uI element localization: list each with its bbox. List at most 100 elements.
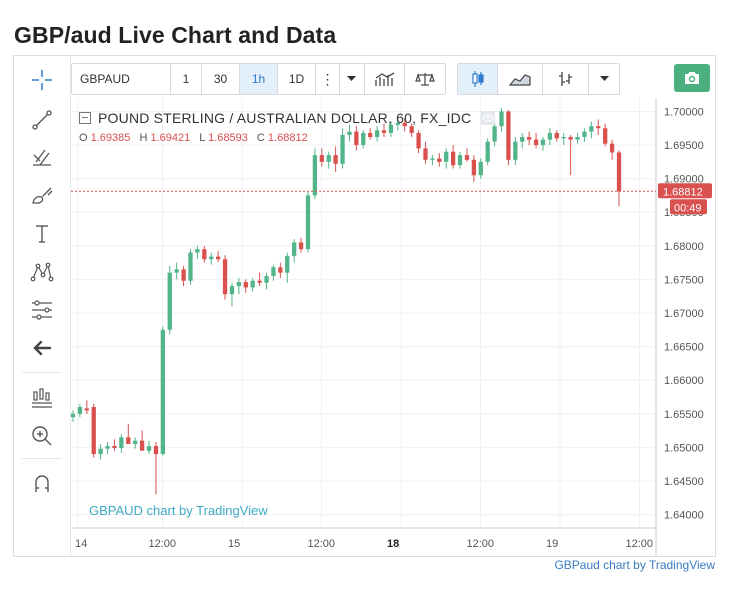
y-axis-tick-label: 1.69000 <box>664 174 704 186</box>
more-intervals-button[interactable]: ⋮ <box>316 64 340 94</box>
candle-body <box>146 446 152 451</box>
candles-icon <box>471 71 484 87</box>
candle-body <box>160 329 165 455</box>
interval-dropdown-button[interactable] <box>340 64 363 94</box>
interval-1-button[interactable]: 1 <box>171 64 202 94</box>
candle-body <box>119 437 124 449</box>
candle-body <box>492 126 497 142</box>
chart-area[interactable]: 1.700001.695001.690001.685001.680001.675… <box>71 98 715 556</box>
price-chart[interactable]: 1.700001.695001.690001.685001.680001.675… <box>71 98 715 556</box>
candles-style-button[interactable] <box>458 64 498 94</box>
symbol-search-field[interactable]: GBPAUD <box>71 63 173 95</box>
compare-button[interactable] <box>405 64 445 94</box>
interval-30-button[interactable]: 30 <box>202 64 240 94</box>
candle-body <box>202 249 207 260</box>
high-value: 1.69421 <box>150 132 191 144</box>
symbol-label[interactable]: GBPAUD <box>80 72 130 86</box>
candle-body <box>471 159 477 176</box>
indicators-icon[interactable] <box>22 382 62 414</box>
x-axis-tick-label: 12:00 <box>308 538 336 550</box>
candle-body <box>84 408 89 411</box>
candle-body <box>278 267 283 273</box>
candle-body <box>77 407 83 414</box>
candle-body <box>195 249 200 253</box>
candle-body <box>603 128 608 144</box>
candle-body <box>153 446 159 455</box>
pattern-icon[interactable] <box>22 256 62 288</box>
back-arrow-icon[interactable] <box>22 332 62 364</box>
candle-body <box>409 126 414 133</box>
x-axis-tick-label: 12:00 <box>467 538 495 550</box>
indicators-button[interactable] <box>365 64 405 94</box>
crosshair-icon[interactable] <box>22 64 62 96</box>
candle-body <box>402 122 407 127</box>
candle-body <box>437 158 442 162</box>
candle-body <box>554 132 559 139</box>
snapshot-button[interactable] <box>674 64 710 92</box>
candle-body <box>416 132 421 149</box>
candle-body <box>423 148 428 160</box>
candle-body <box>209 256 214 260</box>
candle-body <box>368 132 373 137</box>
chart-watermark[interactable]: GBPAUD chart by TradingView <box>89 503 268 518</box>
indicator-compare-group <box>364 63 446 95</box>
y-axis-tick-label: 1.64000 <box>664 510 704 522</box>
chevron-down-icon <box>599 76 609 81</box>
x-axis-tick-label: 12:00 <box>149 538 177 550</box>
zoom-icon[interactable] <box>22 420 62 452</box>
candle-body <box>430 158 435 160</box>
candle-body <box>478 161 483 176</box>
y-axis-tick-label: 1.65500 <box>664 409 704 421</box>
scale-icon <box>415 73 435 86</box>
interval-1h-button[interactable]: 1h <box>240 64 278 94</box>
magnet-icon[interactable] <box>22 468 62 500</box>
candle-body <box>527 136 532 140</box>
candle-body <box>139 440 145 451</box>
brush-icon[interactable] <box>22 180 62 212</box>
candle-body <box>388 124 394 133</box>
series-title: POUND STERLING / AUSTRALIAN DOLLAR, 60, … <box>98 110 472 126</box>
candle-body <box>91 407 96 455</box>
candle-body <box>540 139 546 146</box>
measure-icon[interactable] <box>22 294 62 326</box>
candle-body <box>98 448 103 455</box>
trend-line-icon[interactable] <box>22 104 62 136</box>
footer-attribution-link[interactable]: GBPaud chart by TradingView <box>554 558 715 572</box>
y-axis-tick-label: 1.64500 <box>664 476 704 488</box>
eye-icon[interactable] <box>481 111 496 125</box>
ohlc-bars-icon <box>558 72 572 86</box>
candle-body <box>71 413 76 418</box>
camera-icon <box>685 72 699 84</box>
candle-body <box>188 252 193 281</box>
candle-body <box>374 130 380 137</box>
candle-body <box>333 155 338 164</box>
candle-body <box>616 152 622 192</box>
interval-1d-button[interactable]: 1D <box>278 64 316 94</box>
chart-widget: GBPAUD 1 30 1h 1D ⋮ <box>13 55 716 557</box>
style-dropdown-button[interactable] <box>589 64 619 94</box>
candle-body <box>319 155 324 162</box>
open-value: 1.69385 <box>90 132 131 144</box>
bars-style-button[interactable] <box>543 64 589 94</box>
candle-body <box>513 141 518 160</box>
y-axis-tick-label: 1.67000 <box>664 308 704 320</box>
low-label: L <box>199 132 206 144</box>
y-axis-tick-label: 1.69500 <box>664 140 704 152</box>
collapse-legend-icon[interactable] <box>79 112 91 124</box>
x-axis-tick-label: 15 <box>228 538 240 550</box>
candle-body <box>229 286 235 295</box>
candle-body <box>312 155 318 196</box>
fib-icon[interactable] <box>22 142 62 174</box>
candle-body <box>271 267 276 277</box>
candle-body <box>609 143 615 153</box>
x-axis-tick-label: 12:00 <box>626 538 654 550</box>
candle-body <box>589 126 594 132</box>
candle-body <box>450 151 456 166</box>
candle-body <box>243 282 248 288</box>
candle-body <box>464 155 470 160</box>
x-axis-tick-label: 19 <box>546 538 558 550</box>
area-style-button[interactable] <box>498 64 543 94</box>
chevron-down-icon <box>347 76 356 81</box>
candle-body <box>133 440 138 445</box>
text-icon[interactable] <box>22 218 62 250</box>
